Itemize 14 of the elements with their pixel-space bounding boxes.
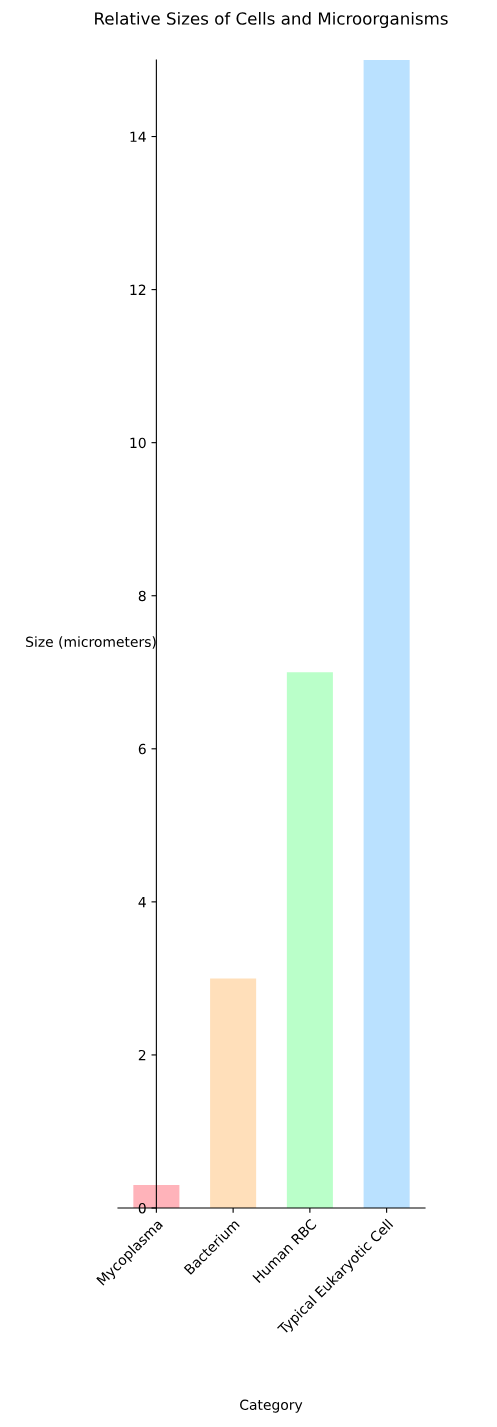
- y-tick-label: 2: [138, 1049, 146, 1061]
- y-tick-label: 4: [138, 897, 146, 908]
- x-axis-title: Category: [240, 1399, 303, 1413]
- y-tick-label: 14: [130, 131, 146, 142]
- bar: [363, 60, 410, 1208]
- bar: [210, 978, 257, 1208]
- bar: [286, 672, 333, 1208]
- y-tick-label: 8: [138, 590, 146, 602]
- y-tick-label: 0: [138, 1202, 146, 1214]
- y-tick-label: 10: [130, 437, 146, 449]
- y-tick-label: 6: [138, 743, 146, 755]
- y-tick-label: 12: [130, 284, 146, 295]
- y-axis-title: Size (micrometers): [26, 636, 156, 649]
- chart-title: Relative Sizes of Cells and Microorganisms: [95, 11, 448, 29]
